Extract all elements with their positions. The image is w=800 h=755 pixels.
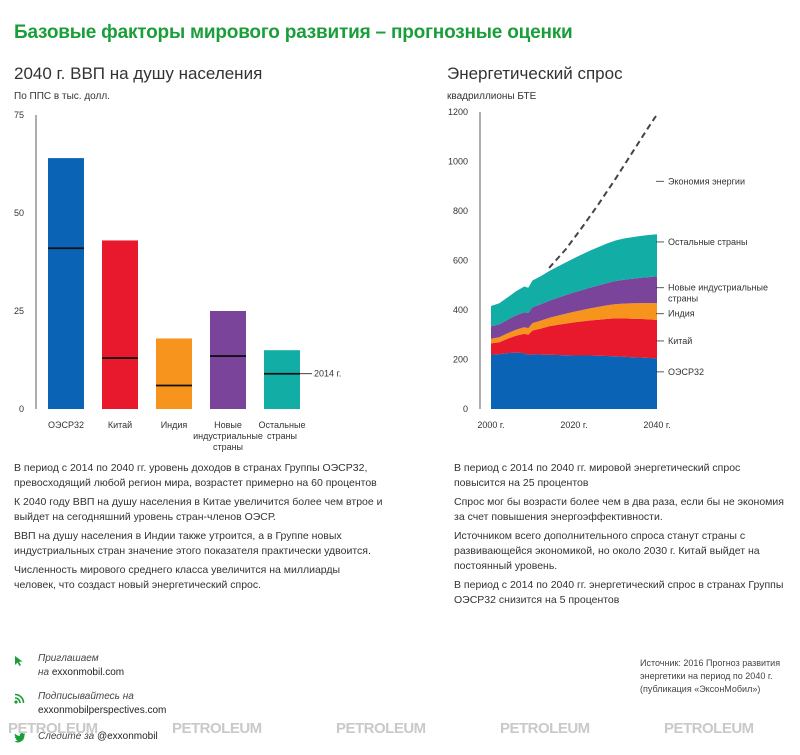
source-note: Источник: 2016 Прогноз развития энергети… xyxy=(640,658,781,694)
x-tick-label: 2020 г. xyxy=(560,420,587,430)
footer-subscribe: Подписывайтесь на exxonmobilperspectives… xyxy=(14,690,166,718)
energy-commentary: В период с 2014 по 2040 гг. мировой энер… xyxy=(454,461,784,612)
y-tick-label: 1200 xyxy=(448,107,468,117)
y-tick-label: 50 xyxy=(14,208,24,218)
energy-paragraph: Спрос мог бы возрасти более чем в два ра… xyxy=(454,496,784,523)
x-category-label: Остальные xyxy=(259,420,306,430)
footer-invite: Приглашаем на exxonmobil.com xyxy=(14,652,124,680)
y-tick-label: 25 xyxy=(14,306,24,316)
area-series xyxy=(491,276,657,339)
x-tick-label: 2000 г. xyxy=(477,420,504,430)
follow-note: Следите за xyxy=(38,731,97,742)
area-series xyxy=(491,352,657,409)
bar xyxy=(156,338,192,409)
footer-follow: Следите за @exxonmobil xyxy=(14,730,158,744)
gdp-commentary: В период с 2014 по 2040 гг. уровень дохо… xyxy=(14,461,419,597)
area-series xyxy=(491,234,657,327)
y-tick-label: 0 xyxy=(463,404,468,414)
y-tick-label: 400 xyxy=(453,305,468,315)
gdp-paragraph: В период с 2014 по 2040 гг. уровень дохо… xyxy=(14,462,377,489)
x-category-label: Индия xyxy=(161,420,188,430)
y-tick-label: 600 xyxy=(453,256,468,266)
perspectives-link[interactable]: exxonmobilperspectives.com xyxy=(38,705,167,716)
energy-area-chart: 0 200 400 600 800 1000 1200 2000 г. 2020 г. 2040 … xyxy=(448,107,768,430)
bar xyxy=(48,158,84,409)
energy-chart-subtitle: квадриллионы БТЕ xyxy=(447,91,537,102)
watermark: PETROLEUM xyxy=(500,720,590,737)
x-category-label: ОЭСР32 xyxy=(48,420,84,430)
gdp-bar-chart: 0 25 50 75 ОЭСР32 Китай Индия Новыеиндустриальн… xyxy=(14,110,341,452)
bar xyxy=(210,311,246,409)
y-tick-label: 800 xyxy=(453,206,468,216)
bar xyxy=(264,350,300,409)
series-label: Остальные страны xyxy=(668,237,747,247)
gdp-paragraph: К 2040 году ВВП на душу населения в Кита… xyxy=(14,496,383,523)
energy-paragraph: В период с 2014 по 2040 гг. мировой энер… xyxy=(454,462,741,489)
series-label: ОЭСР32 xyxy=(668,367,704,377)
gdp-paragraph: Численность мирового среднего класса уве… xyxy=(14,564,341,591)
rss-icon xyxy=(14,693,25,709)
cursor-icon xyxy=(14,655,24,672)
invite-note: Приглашаем xyxy=(38,653,99,664)
watermark: PETROLEUM xyxy=(664,720,754,737)
gdp-chart-subtitle: По ППС в тыс. долл. xyxy=(14,91,110,102)
subscribe-note: Подписывайтесь на xyxy=(38,691,134,702)
energy-paragraph: В период с 2014 по 2040 гг. энергетическ… xyxy=(454,579,784,606)
marker-label: 2014 г. xyxy=(314,369,341,379)
x-category-label: страны xyxy=(213,442,243,452)
x-category-label: Китай xyxy=(108,420,132,430)
watermark: PETROLEUM xyxy=(172,720,262,737)
x-category-label: страны xyxy=(267,431,297,441)
twitter-icon xyxy=(14,733,26,748)
invite-prefix: на xyxy=(38,667,52,678)
x-tick-label: 2040 г. xyxy=(643,420,670,430)
exxonmobil-link[interactable]: exxonmobil.com xyxy=(51,667,125,678)
twitter-handle-link[interactable]: @exxonmobil xyxy=(96,731,158,742)
series-label: Китай xyxy=(668,336,692,346)
y-tick-label: 75 xyxy=(14,110,24,120)
watermark: PETROLEUM xyxy=(336,720,426,737)
series-label: Новые индустриальные xyxy=(668,283,768,293)
y-tick-label: 0 xyxy=(19,404,24,414)
page-title: Базовые факторы мирового развития – прог… xyxy=(14,22,573,43)
area-series xyxy=(491,303,657,344)
watermark: PETROLEUM xyxy=(8,720,98,737)
x-category-label: индустриальные xyxy=(193,431,263,441)
y-tick-label: 200 xyxy=(453,355,468,365)
series-label: страны xyxy=(668,294,698,304)
energy-paragraph: Источником всего дополнительного спроса … xyxy=(454,530,760,572)
x-category-label: Новые xyxy=(214,420,242,430)
area-series xyxy=(491,318,657,359)
series-label: Экономия энергии xyxy=(668,176,745,186)
bar xyxy=(102,240,138,409)
gdp-chart-title: 2040 г. ВВП на душу населения xyxy=(14,64,263,83)
y-tick-label: 1000 xyxy=(448,157,468,167)
energy-chart-title: Энергетический спрос xyxy=(447,64,623,83)
gdp-paragraph: ВВП на душу населения в Индии также утро… xyxy=(14,530,371,557)
series-label: Индия xyxy=(668,309,695,319)
